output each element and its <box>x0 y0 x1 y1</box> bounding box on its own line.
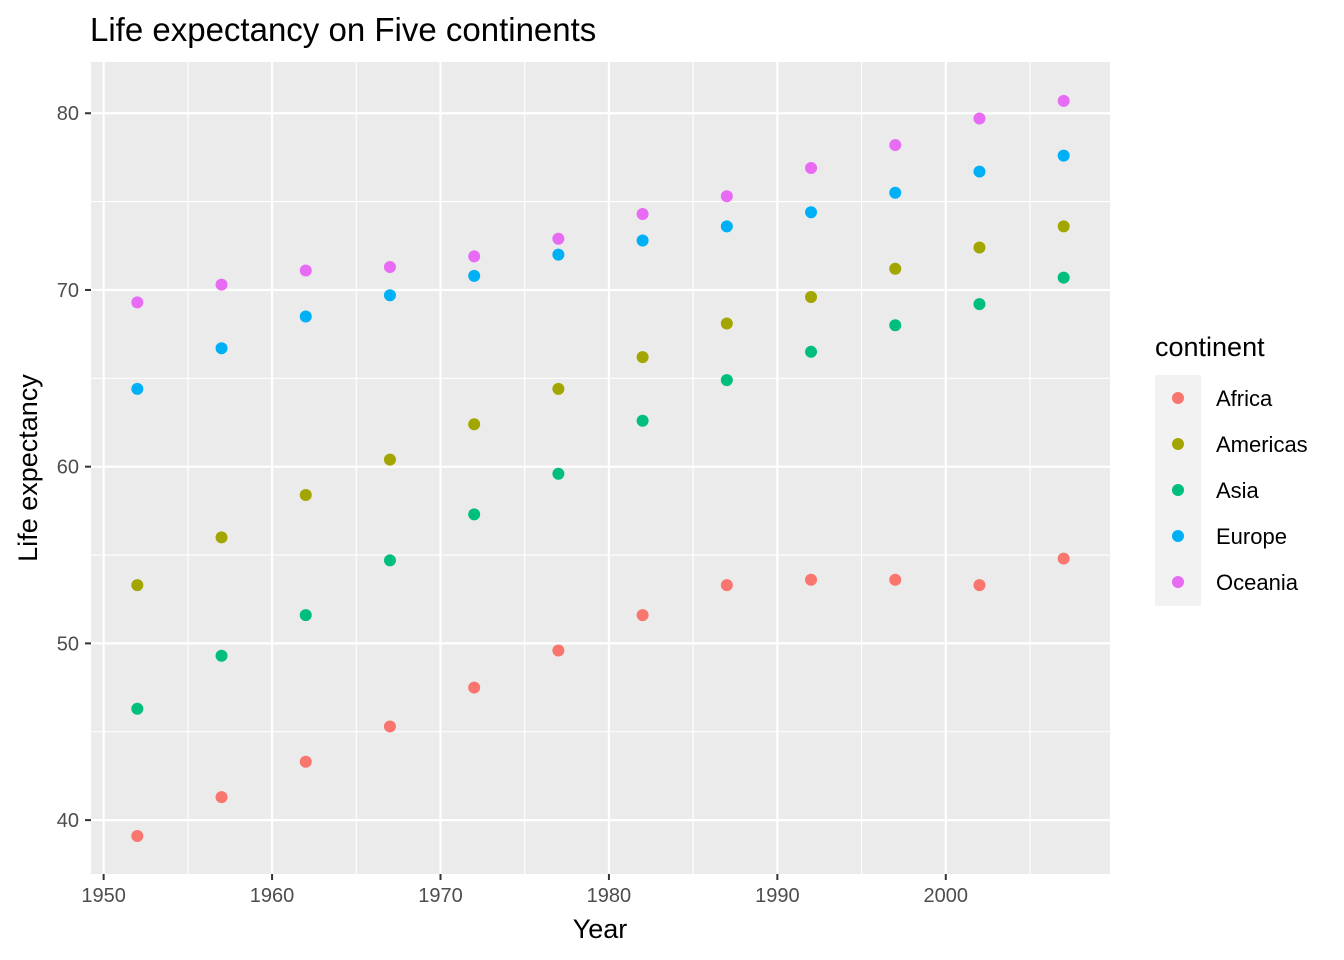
data-points <box>131 94 1070 843</box>
point-africa <box>973 579 986 592</box>
point-africa <box>468 681 481 694</box>
point-asia <box>805 345 818 358</box>
x-tick-label: 1980 <box>587 885 632 907</box>
point-europe <box>636 234 649 247</box>
point-oceania <box>1057 94 1070 107</box>
y-tick-label: 60 <box>57 457 79 479</box>
point-americas <box>720 317 733 330</box>
point-africa <box>805 573 818 586</box>
point-oceania <box>215 278 228 291</box>
y-axis-title: Life expectancy <box>13 374 43 562</box>
point-oceania <box>131 296 144 309</box>
point-asia <box>720 374 733 387</box>
point-americas <box>299 488 312 501</box>
y-axis: 40 50 60 70 80 <box>57 103 91 832</box>
point-europe <box>720 220 733 233</box>
point-asia <box>299 609 312 622</box>
point-americas <box>889 262 902 275</box>
point-africa <box>1057 552 1070 565</box>
point-americas <box>636 351 649 364</box>
point-europe <box>468 269 481 282</box>
point-americas <box>383 453 396 466</box>
point-americas <box>552 382 565 395</box>
y-tick-label: 40 <box>57 810 79 832</box>
legend-label-americas: Americas <box>1216 432 1308 457</box>
point-asia <box>1057 271 1070 284</box>
point-asia <box>468 508 481 521</box>
x-tick-label: 1970 <box>418 885 463 907</box>
legend-key-africa <box>1172 392 1184 404</box>
plot-panel <box>91 62 1110 874</box>
legend-key-asia <box>1172 484 1184 496</box>
x-axis: 1950 1960 1970 1980 1990 2000 <box>81 874 968 907</box>
point-americas <box>468 418 481 431</box>
point-americas <box>805 291 818 304</box>
legend-label-europe: Europe <box>1216 524 1287 549</box>
point-europe <box>805 206 818 219</box>
point-asia <box>889 319 902 332</box>
point-africa <box>636 609 649 622</box>
y-tick-label: 50 <box>57 633 79 655</box>
point-americas <box>973 241 986 254</box>
point-asia <box>383 554 396 567</box>
legend-key-oceania <box>1172 576 1184 588</box>
minor-gridlines <box>91 62 1110 874</box>
point-asia <box>973 298 986 311</box>
point-europe <box>552 248 565 261</box>
legend-title: continent <box>1155 332 1265 362</box>
point-oceania <box>720 190 733 203</box>
point-europe <box>889 186 902 199</box>
point-oceania <box>889 139 902 152</box>
legend-key-americas <box>1172 438 1184 450</box>
legend-label-asia: Asia <box>1216 478 1260 503</box>
point-europe <box>131 382 144 395</box>
point-europe <box>299 310 312 323</box>
x-tick-label: 1950 <box>81 885 126 907</box>
point-oceania <box>299 264 312 277</box>
point-africa <box>889 573 902 586</box>
point-americas <box>215 531 228 544</box>
x-tick-label: 1960 <box>250 885 295 907</box>
legend: continent Africa Americas Asia Europe Oceani… <box>1155 332 1308 606</box>
point-africa <box>215 791 228 804</box>
point-oceania <box>552 232 565 245</box>
major-gridlines <box>91 62 1110 874</box>
chart-title: Life expectancy on Five continents <box>90 11 596 48</box>
point-africa <box>131 830 144 843</box>
point-europe <box>1057 149 1070 162</box>
point-oceania <box>973 112 986 125</box>
x-tick-label: 2000 <box>924 885 969 907</box>
y-tick-label: 70 <box>57 280 79 302</box>
point-europe <box>973 165 986 178</box>
y-tick-label: 80 <box>57 103 79 125</box>
point-asia <box>552 467 565 480</box>
point-europe <box>215 342 228 355</box>
point-europe <box>383 289 396 302</box>
x-tick-label: 1990 <box>755 885 800 907</box>
point-oceania <box>805 162 818 175</box>
legend-label-oceania: Oceania <box>1216 570 1299 595</box>
x-axis-title: Year <box>573 914 628 944</box>
point-africa <box>720 579 733 592</box>
point-africa <box>383 720 396 733</box>
legend-label-africa: Africa <box>1216 386 1273 411</box>
point-asia <box>636 414 649 427</box>
point-africa <box>299 755 312 768</box>
legend-key-europe <box>1172 530 1184 542</box>
point-asia <box>131 702 144 715</box>
point-asia <box>215 649 228 662</box>
point-oceania <box>636 207 649 220</box>
point-americas <box>1057 220 1070 233</box>
point-africa <box>552 644 565 657</box>
point-oceania <box>383 260 396 273</box>
legend-items: Africa Americas Asia Europe Oceania <box>1172 386 1308 595</box>
point-americas <box>131 579 144 592</box>
point-oceania <box>468 250 481 263</box>
